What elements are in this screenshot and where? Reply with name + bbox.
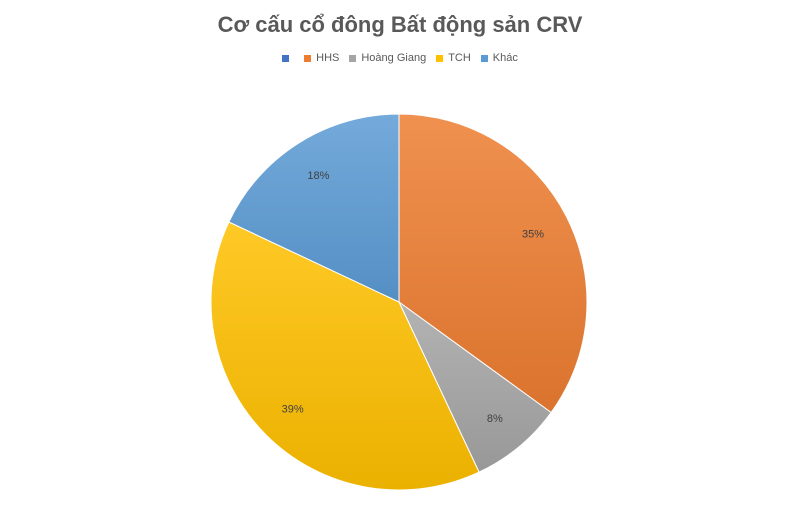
legend-swatch: [436, 54, 444, 62]
chart-title: Cơ cấu cổ đông Bất động sản CRV: [217, 12, 583, 37]
pie-slice-tch: [210, 221, 480, 491]
legend-swatch: [480, 54, 488, 62]
legend-label: Khác: [492, 52, 518, 64]
legend-swatch: [304, 54, 312, 62]
legend-swatch: [282, 54, 290, 62]
pie-slice-hhs: [398, 113, 588, 414]
data-label: 39%: [282, 403, 304, 415]
legend-item: HHS: [304, 52, 339, 64]
legend-item: [282, 54, 294, 62]
data-label: 8%: [487, 413, 503, 425]
data-label: 35%: [522, 229, 544, 241]
data-label: 18%: [307, 170, 329, 182]
legend-swatch: [349, 54, 357, 62]
legend-label: HHS: [316, 52, 340, 64]
pie-slice-hoàng-giang: [398, 301, 552, 473]
legend: HHS Hoàng Giang TCH Khác: [0, 52, 800, 64]
legend-item: Khác: [480, 52, 518, 64]
legend-label: Hoàng Giang: [361, 52, 427, 64]
legend-item: Hoàng Giang: [349, 52, 426, 64]
legend-item: TCH: [436, 52, 471, 64]
pie-slice-khác: [228, 113, 400, 303]
legend-label: TCH: [448, 52, 471, 64]
